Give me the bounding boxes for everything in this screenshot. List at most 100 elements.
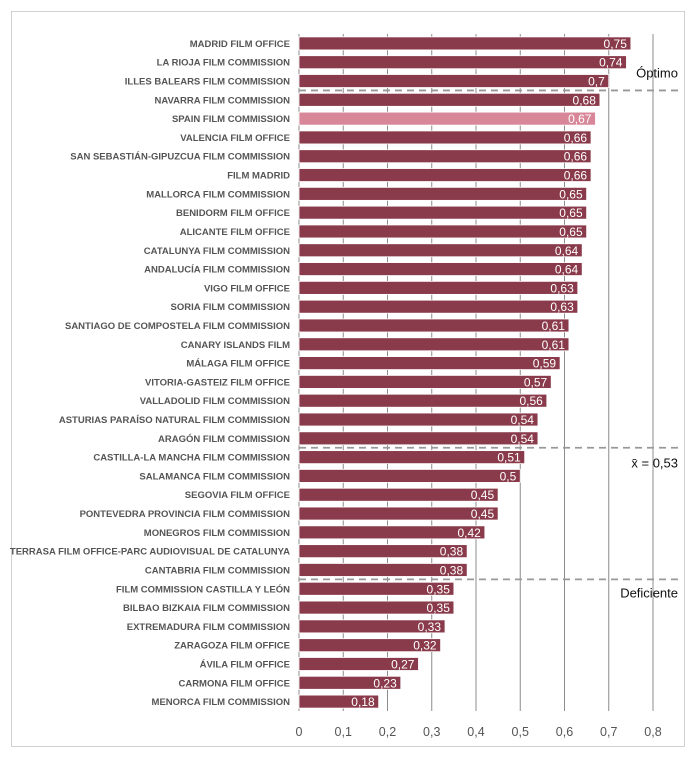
x-tick-label: 0 (296, 725, 303, 739)
threshold-lines: Óptimo x̄ = 0,53 Deficiente (299, 65, 681, 600)
data-label: 0,63 (550, 281, 574, 295)
category-label: EXTREMADURA FILM COMMISSION (127, 622, 290, 633)
bar (298, 506, 499, 521)
data-label: 0,64 (555, 263, 579, 277)
category-label: BILBAO BIZKAIA FILM COMMISSION (123, 603, 290, 614)
bar (298, 544, 468, 559)
bar (298, 450, 526, 465)
category-label: MÁLAGA FILM OFFICE (186, 359, 290, 370)
category-label: MADRID FILM OFFICE (190, 39, 290, 50)
data-label: 0,45 (471, 488, 495, 502)
bar (298, 356, 561, 370)
category-label: ALICANTE FILM OFFICE (180, 227, 290, 238)
data-label: 0,57 (524, 375, 548, 389)
bar (298, 393, 548, 408)
bar (298, 318, 570, 333)
category-label: ÁVILA FILM OFFICE (200, 659, 290, 670)
data-label: 0,38 (440, 545, 464, 559)
data-label: 0,74 (599, 56, 623, 70)
data-label: 0,7 (588, 75, 605, 89)
chart-frame (11, 11, 685, 747)
bar (298, 280, 579, 295)
x-tick-label: 0,8 (644, 725, 661, 739)
category-label: NAVARRA FILM COMMISSION (155, 95, 291, 106)
category-label: SALAMANCA FILM COMMISSION (139, 471, 290, 482)
bar (298, 563, 468, 577)
x-tick-label: 0,2 (379, 725, 396, 739)
data-label: 0,65 (559, 187, 583, 201)
data-label: 0,45 (471, 507, 495, 521)
bar (298, 657, 419, 671)
data-label: 0,75 (604, 37, 628, 51)
category-labels: MADRID FILM OFFICE LA RIOJA FILM COMMISSI… (10, 39, 290, 708)
category-label: ILLES BALEARS FILM COMMISSION (125, 77, 290, 88)
category-label: CARMONA FILM OFFICE (178, 678, 290, 689)
category-label: ASTURIAS PARAÍSO NATURAL FILM COMMISSION (59, 415, 290, 426)
threshold-label: x̄ = 0,53 (631, 456, 678, 471)
category-label: VALLADOLID FILM COMMISSION (140, 396, 290, 407)
bar (298, 55, 627, 70)
bar (298, 469, 521, 483)
bar (298, 186, 588, 201)
category-label: ZARAGOZA FILM OFFICE (174, 641, 290, 652)
bar (298, 638, 442, 653)
data-label: 0,18 (351, 695, 375, 709)
category-label: VALENCIA FILM OFFICE (180, 133, 290, 144)
bar (298, 337, 570, 352)
category-label: SANTIAGO DE COMPOSTELA FILM COMMISSION (65, 321, 290, 332)
bar (298, 694, 380, 709)
data-label: 0,65 (559, 206, 583, 220)
bar (298, 525, 486, 540)
bar (298, 375, 552, 389)
category-label: ANDALUCÍA FILM COMMISSION (144, 265, 290, 276)
category-label: SORIA FILM COMMISSION (171, 302, 291, 313)
category-label: ARAGÓN FILM COMMISSION (158, 433, 290, 445)
threshold-label: Óptimo (636, 65, 678, 80)
bar (298, 600, 455, 615)
bar (298, 92, 601, 107)
bar (298, 168, 592, 182)
category-label: CANARY ISLANDS FILM (181, 340, 290, 351)
threshold-label: Deficiente (620, 585, 678, 600)
data-label: 0,61 (542, 319, 566, 333)
data-label: 0,5 (500, 469, 517, 483)
bars (298, 36, 632, 709)
bar (298, 431, 539, 446)
category-label: CASTILLA-LA MANCHA FILM COMMISSION (93, 453, 290, 464)
category-label: PONTEVEDRA PROVINCIA FILM COMMISSION (80, 509, 291, 520)
data-label: 0,66 (564, 131, 588, 145)
data-label: 0,35 (427, 601, 451, 615)
bar (298, 299, 579, 314)
data-label: 0,35 (427, 582, 451, 596)
category-label: MENORCA FILM COMMISSION (152, 697, 291, 708)
category-label: BENIDORM FILM OFFICE (176, 208, 290, 219)
x-axis-ticks: 0 0,1 0,2 0,3 0,4 0,5 0,6 0,7 0,8 (296, 725, 662, 739)
bar (298, 619, 446, 634)
data-label: 0,68 (573, 93, 597, 107)
data-label: 0,65 (559, 225, 583, 239)
bar (298, 487, 499, 502)
bar (298, 224, 588, 239)
category-label: FILM MADRID (227, 171, 290, 182)
bar (298, 130, 592, 145)
category-label: VIGO FILM OFFICE (204, 283, 290, 294)
data-label: 0,54 (511, 413, 535, 427)
data-label: 0,67 (568, 112, 592, 126)
category-label: MONEGROS FILM COMMISSION (144, 528, 290, 539)
bar (298, 412, 539, 427)
category-label: TERRASA FILM OFFICE-PARC AUDIOVISUAL DE … (10, 547, 290, 558)
x-tick-label: 0,6 (556, 725, 573, 739)
gridlines (298, 34, 654, 711)
bar (298, 111, 596, 126)
x-tick-label: 0,7 (600, 725, 617, 739)
data-label: 0,38 (440, 563, 464, 577)
bar (298, 205, 588, 220)
data-label: 0,42 (457, 526, 481, 540)
category-label: VITORIA-GASTEIZ FILM OFFICE (145, 377, 290, 388)
data-label: 0,64 (555, 244, 579, 258)
data-label: 0,66 (564, 169, 588, 183)
data-label: 0,33 (418, 620, 442, 634)
bar (298, 149, 592, 164)
bar (298, 262, 583, 276)
bar (298, 581, 455, 596)
